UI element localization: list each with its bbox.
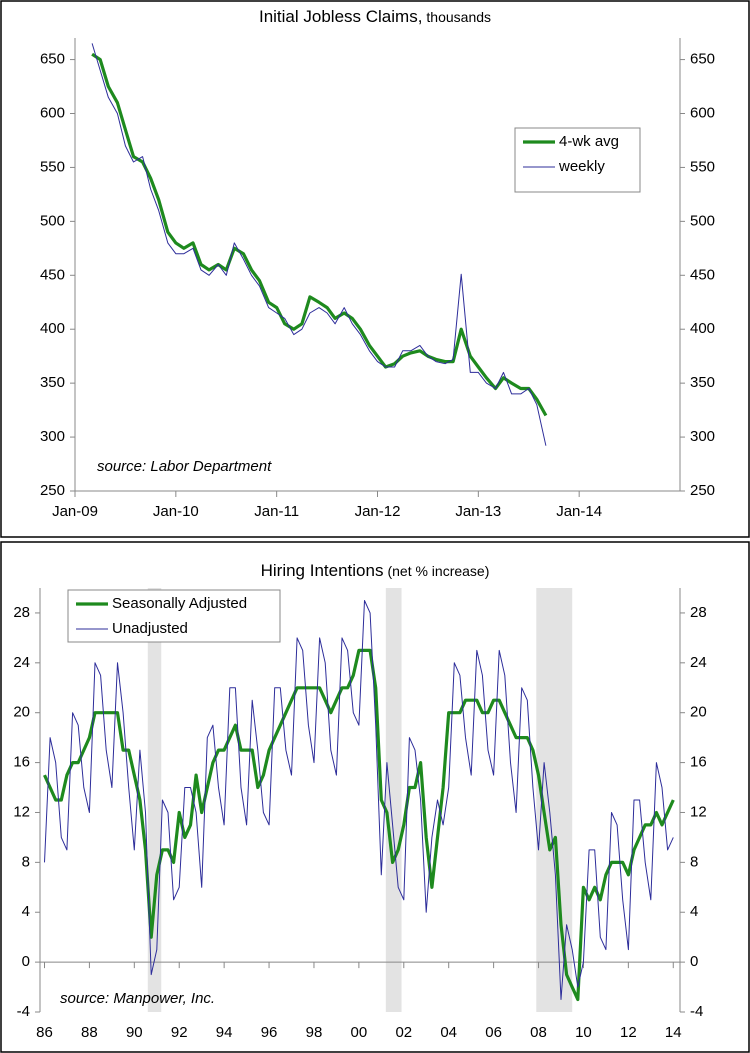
title-text: Hiring Intentions — [261, 561, 384, 580]
x-tick-label: 94 — [216, 1024, 233, 1041]
line-series — [91, 52, 548, 417]
y-tick-label: -4 — [17, 1003, 30, 1020]
x-tick-label: 14 — [665, 1024, 682, 1041]
x-tick-label: 96 — [261, 1024, 278, 1041]
y2-tick-label: 300 — [690, 428, 715, 445]
y-tick-label: 8 — [22, 853, 30, 870]
chart-title: Initial Jobless Claims, thousands — [259, 7, 491, 26]
source-annotation: source: Manpower, Inc. — [60, 990, 215, 1007]
y-tick-label: 300 — [40, 428, 65, 445]
panel-border — [0, 0, 750, 538]
line-series — [91, 43, 547, 446]
y2-tick-label: 350 — [690, 374, 715, 391]
y2-tick-label: 450 — [690, 266, 715, 283]
x-tick-label: 88 — [81, 1024, 98, 1041]
y-tick-label: 400 — [40, 320, 65, 337]
y2-tick-label: 28 — [690, 604, 707, 621]
y-tick-label: 0 — [22, 953, 30, 970]
y-tick-label: 550 — [40, 158, 65, 175]
x-tick-label: Jan-10 — [153, 503, 199, 520]
line-series — [44, 600, 674, 1000]
legend-box — [514, 127, 641, 193]
y2-tick-label: 0 — [690, 953, 698, 970]
y2-tick-label: 650 — [690, 51, 715, 68]
x-tick-label: 04 — [440, 1024, 457, 1041]
source-annotation: source: Labor Department — [97, 458, 272, 475]
y-tick-label: 28 — [13, 604, 30, 621]
x-tick-label: 06 — [485, 1024, 502, 1041]
y-tick-label: 450 — [40, 266, 65, 283]
y-tick-label: 350 — [40, 374, 65, 391]
subtitle-text: (net % increase) — [387, 563, 489, 579]
y-tick-label: 600 — [40, 104, 65, 121]
y2-tick-label: 24 — [690, 654, 707, 671]
y2-tick-label: 400 — [690, 320, 715, 337]
x-tick-label: 08 — [530, 1024, 547, 1041]
legend-label: 4-wk avg — [559, 133, 619, 150]
y2-tick-label: 20 — [690, 704, 707, 721]
y-tick-label: 20 — [13, 704, 30, 721]
y-tick-label: 16 — [13, 754, 30, 771]
x-tick-label: 00 — [351, 1024, 368, 1041]
y-tick-label: 24 — [13, 654, 30, 671]
y-tick-label: 4 — [22, 903, 30, 920]
y2-tick-label: 8 — [690, 853, 698, 870]
y2-tick-label: 12 — [690, 803, 707, 820]
x-tick-label: Jan-09 — [52, 503, 98, 520]
y2-tick-label: 550 — [690, 158, 715, 175]
legend-label: weekly — [558, 158, 605, 175]
x-tick-label: Jan-13 — [455, 503, 501, 520]
legend-label: Seasonally Adjusted — [112, 595, 247, 612]
y2-tick-label: 250 — [690, 482, 715, 499]
y-tick-label: 500 — [40, 212, 65, 229]
line-series — [43, 648, 675, 1002]
y2-tick-label: 500 — [690, 212, 715, 229]
y-tick-label: 650 — [40, 51, 65, 68]
legend-label: Unadjusted — [112, 620, 188, 637]
x-tick-label: 90 — [126, 1024, 143, 1041]
chart-title: Hiring Intentions (net % increase) — [261, 561, 490, 580]
panel-border — [0, 541, 750, 1053]
x-tick-label: Jan-12 — [355, 503, 401, 520]
x-tick-label: 92 — [171, 1024, 188, 1041]
x-tick-label: 86 — [36, 1024, 53, 1041]
recession-band — [385, 588, 402, 1012]
legend-box — [67, 589, 281, 643]
y2-tick-label: 4 — [690, 903, 698, 920]
x-tick-label: Jan-11 — [254, 503, 299, 520]
y-tick-label: 12 — [13, 803, 30, 820]
subtitle-text: thousands — [426, 9, 491, 25]
title-text: Initial Jobless Claims, — [259, 7, 422, 26]
y2-tick-label: -4 — [690, 1003, 703, 1020]
x-tick-label: 10 — [575, 1024, 592, 1041]
y2-tick-label: 600 — [690, 104, 715, 121]
x-tick-label: 02 — [395, 1024, 412, 1041]
y-tick-label: 250 — [40, 482, 65, 499]
recession-band — [147, 588, 162, 1012]
x-tick-label: 12 — [620, 1024, 637, 1041]
y2-tick-label: 16 — [690, 754, 707, 771]
x-tick-label: 98 — [306, 1024, 323, 1041]
x-tick-label: Jan-14 — [556, 503, 602, 520]
